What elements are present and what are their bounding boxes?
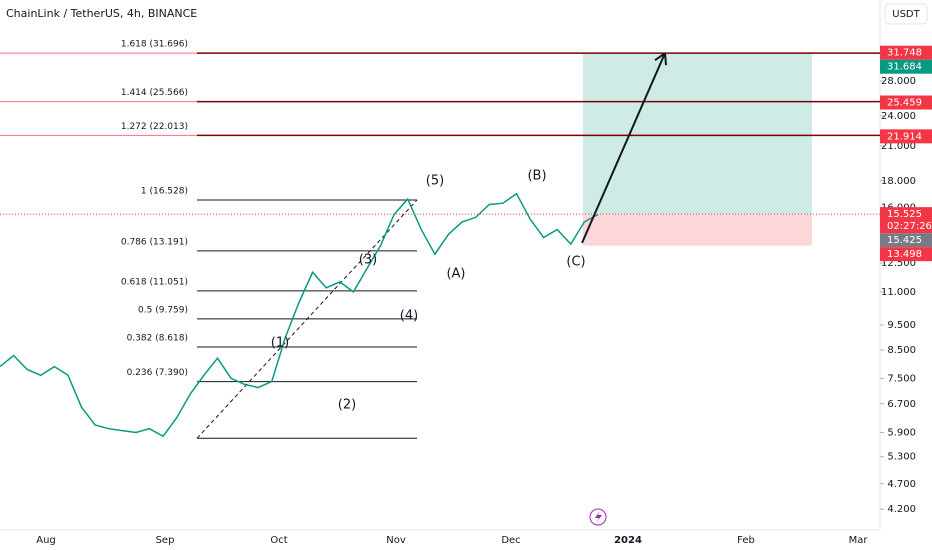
- fib-label: 1.618 (31.696): [121, 40, 188, 50]
- y-tick-label: 12.500: [881, 258, 916, 269]
- y-tick-label: 6.700: [887, 399, 916, 410]
- price-tag: [880, 45, 932, 60]
- wave-label: (5): [426, 174, 444, 189]
- wave-label: (3): [359, 253, 377, 268]
- x-tick-label: Sep: [156, 535, 175, 546]
- currency-button[interactable]: [884, 3, 928, 25]
- wave-label: (2): [338, 398, 356, 413]
- price-tag: [880, 59, 932, 74]
- price-tag: [880, 129, 932, 144]
- fib-label: 0.382 (8.618): [127, 333, 188, 343]
- price-countdown: 02:27:26: [887, 221, 932, 232]
- wave-label: (B): [527, 169, 546, 184]
- y-tick-label: 7.500: [887, 373, 916, 384]
- y-tick-label: 21.000: [881, 141, 916, 152]
- stop-zone: [583, 214, 812, 246]
- x-tick-label: 2024: [614, 535, 642, 546]
- price-tag: [880, 247, 932, 262]
- event-bolt: [595, 511, 602, 523]
- projection-arrow: [581, 52, 666, 244]
- x-tick-label: Feb: [737, 535, 755, 546]
- y-tick-label: 11.000: [881, 287, 916, 298]
- price-tag: [880, 95, 932, 110]
- x-tick-label: Dec: [501, 535, 520, 546]
- y-tick-label: 24.000: [881, 111, 916, 122]
- y-tick-label: 28.000: [881, 76, 916, 87]
- wave-label: (1): [271, 336, 289, 351]
- price-tag-label: 21.914: [887, 131, 922, 142]
- y-tick-label: 5.900: [887, 427, 916, 438]
- y-tick-label: 18.000: [881, 176, 916, 187]
- fib-label: 1 (16.528): [141, 187, 188, 197]
- x-tick-label: Aug: [36, 535, 56, 546]
- currency-label[interactable]: USDT: [892, 9, 920, 20]
- wave-label: (C): [566, 255, 585, 270]
- fib-label: 0.5 (9.759): [138, 305, 188, 315]
- fib-label: 1.272 (22.013): [121, 122, 188, 132]
- y-tick-label: 8.500: [887, 345, 916, 356]
- price-line: [0, 192, 599, 438]
- price-tag-label: 13.498: [887, 249, 922, 260]
- wave-label: (4): [400, 309, 418, 324]
- price-tag-label: 31.684: [887, 62, 922, 73]
- price-tag: [880, 233, 932, 248]
- x-tick-label: Oct: [270, 535, 287, 546]
- x-tick-label: Mar: [849, 535, 869, 546]
- x-tick-label: Nov: [386, 535, 406, 546]
- fib-label: 1.414 (25.566): [121, 88, 188, 98]
- fib-label: 0.236 (7.390): [127, 368, 188, 378]
- price-tag: [880, 207, 932, 234]
- symbol-title: ChainLink / TetherUS, 4h, BINANCE: [6, 7, 197, 20]
- price-tag-label: 15.525: [887, 209, 922, 220]
- target-zone: [583, 53, 812, 215]
- y-tick-label: 4.200: [887, 504, 916, 515]
- y-tick-label: 5.300: [887, 452, 916, 463]
- y-tick-label: 4.700: [887, 479, 916, 490]
- y-tick-label: 9.500: [887, 320, 916, 331]
- event-icon[interactable]: [589, 508, 607, 526]
- fib-label: 0.618 (11.051): [121, 277, 188, 287]
- price-tag-label: 15.425: [887, 235, 922, 246]
- fib-label: 0.786 (13.191): [121, 237, 188, 247]
- price-tag-label: 25.459: [887, 98, 922, 109]
- price-tag-label: 31.748: [887, 48, 922, 59]
- arrow-head: [654, 52, 667, 66]
- fib-trend: [196, 199, 418, 439]
- wave-label: (A): [446, 267, 465, 282]
